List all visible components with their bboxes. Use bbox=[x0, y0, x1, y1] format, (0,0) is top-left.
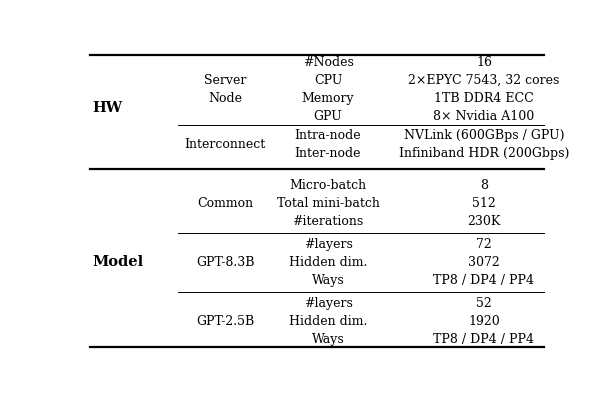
Text: Server
Node: Server Node bbox=[204, 74, 246, 105]
Text: NVLink (600GBps / GPU)
Infiniband HDR (200Gbps): NVLink (600GBps / GPU) Infiniband HDR (2… bbox=[399, 129, 569, 160]
Text: Model: Model bbox=[93, 255, 144, 269]
Text: Interconnect: Interconnect bbox=[185, 138, 266, 151]
Text: Micro-batch
Total mini-batch
#iterations: Micro-batch Total mini-batch #iterations bbox=[276, 179, 379, 228]
Text: Intra-node
Inter-node: Intra-node Inter-node bbox=[295, 129, 361, 160]
Text: Common: Common bbox=[197, 197, 253, 209]
Text: 72
3072
TP8 / DP4 / PP4: 72 3072 TP8 / DP4 / PP4 bbox=[434, 238, 534, 287]
Text: #layers
Hidden dim.
Ways: #layers Hidden dim. Ways bbox=[289, 238, 367, 287]
Text: #layers
Hidden dim.
Ways: #layers Hidden dim. Ways bbox=[289, 297, 367, 345]
Text: GPT-8.3B: GPT-8.3B bbox=[196, 256, 254, 269]
Text: 16
2×EPYC 7543, 32 cores
1TB DDR4 ECC
8× Nvidia A100: 16 2×EPYC 7543, 32 cores 1TB DDR4 ECC 8×… bbox=[408, 56, 560, 123]
Text: #Nodes
CPU
Memory
GPU: #Nodes CPU Memory GPU bbox=[302, 56, 354, 123]
Text: 8
512
230K: 8 512 230K bbox=[467, 179, 501, 228]
Text: HW: HW bbox=[93, 101, 123, 115]
Text: 52
1920
TP8 / DP4 / PP4: 52 1920 TP8 / DP4 / PP4 bbox=[434, 297, 534, 345]
Text: GPT-2.5B: GPT-2.5B bbox=[196, 314, 254, 328]
